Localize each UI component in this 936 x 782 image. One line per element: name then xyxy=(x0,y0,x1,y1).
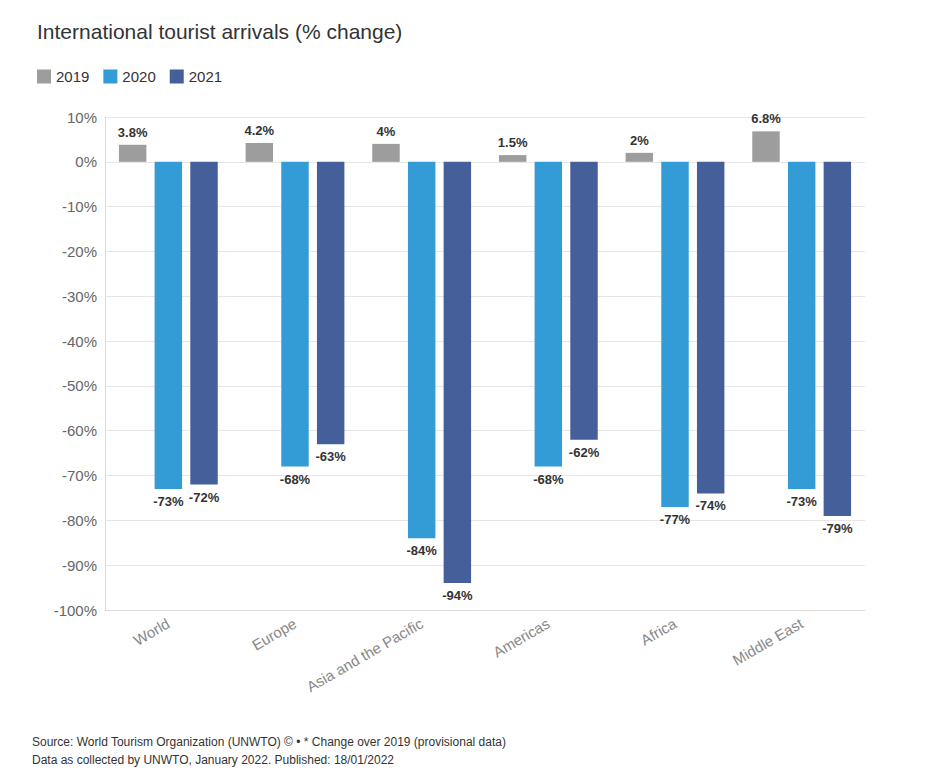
svg-text:Africa: Africa xyxy=(638,614,680,648)
svg-text:2%: 2% xyxy=(630,133,649,148)
svg-text:Asia and the Pacific: Asia and the Pacific xyxy=(303,614,426,695)
svg-text:-74%: -74% xyxy=(695,498,726,513)
svg-text:0%: 0% xyxy=(75,153,97,170)
svg-text:2019: 2019 xyxy=(56,68,89,85)
svg-text:6.8%: 6.8% xyxy=(751,111,781,126)
svg-text:4.2%: 4.2% xyxy=(245,123,275,138)
svg-text:-62%: -62% xyxy=(569,445,600,460)
svg-text:-60%: -60% xyxy=(62,422,97,439)
svg-text:Middle East: Middle East xyxy=(730,614,807,668)
svg-text:2021: 2021 xyxy=(189,68,222,85)
svg-text:-73%: -73% xyxy=(786,494,817,509)
svg-text:2020: 2020 xyxy=(122,68,155,85)
svg-text:4%: 4% xyxy=(377,124,396,139)
svg-text:-50%: -50% xyxy=(62,377,97,394)
svg-text:-63%: -63% xyxy=(315,449,346,464)
svg-text:-90%: -90% xyxy=(62,557,97,574)
svg-text:-68%: -68% xyxy=(280,472,311,487)
svg-text:-30%: -30% xyxy=(62,288,97,305)
svg-text:-70%: -70% xyxy=(62,467,97,484)
svg-text:-84%: -84% xyxy=(406,543,437,558)
svg-text:-100%: -100% xyxy=(54,602,97,619)
svg-text:-77%: -77% xyxy=(660,512,691,527)
svg-text:3.8%: 3.8% xyxy=(118,125,148,140)
svg-text:-73%: -73% xyxy=(153,494,184,509)
svg-text:-80%: -80% xyxy=(62,512,97,529)
svg-text:Europe: Europe xyxy=(249,615,299,654)
svg-text:Americas: Americas xyxy=(490,615,553,661)
svg-text:International tourist arrivals: International tourist arrivals (% change… xyxy=(37,20,402,43)
svg-text:-20%: -20% xyxy=(62,243,97,260)
svg-text:-10%: -10% xyxy=(62,198,97,215)
svg-text:1.5%: 1.5% xyxy=(498,135,528,150)
svg-text:World: World xyxy=(130,615,172,649)
svg-text:10%: 10% xyxy=(67,109,97,126)
svg-text:Data as collected by UNWTO, Ja: Data as collected by UNWTO, January 2022… xyxy=(32,753,394,767)
svg-text:-72%: -72% xyxy=(189,490,220,505)
svg-text:-79%: -79% xyxy=(822,521,853,536)
svg-text:-40%: -40% xyxy=(62,333,97,350)
svg-text:Source: World Tourism Organiza: Source: World Tourism Organization (UNWT… xyxy=(32,735,506,749)
svg-text:-68%: -68% xyxy=(533,472,564,487)
svg-text:-94%: -94% xyxy=(442,588,473,603)
